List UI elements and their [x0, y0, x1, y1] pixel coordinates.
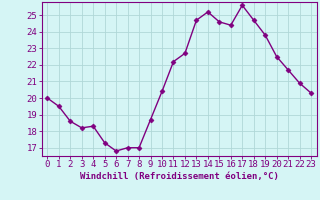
X-axis label: Windchill (Refroidissement éolien,°C): Windchill (Refroidissement éolien,°C)	[80, 172, 279, 181]
